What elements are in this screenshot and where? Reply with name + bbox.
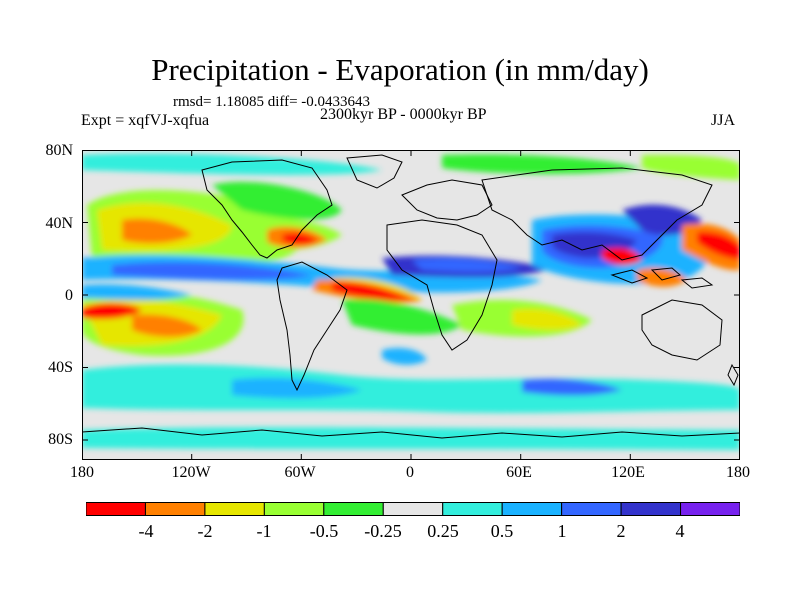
lat-label-40s: 40S [48,359,73,376]
lon-label-180e: 180 [726,464,750,481]
lon-label-60w: 60W [284,464,316,481]
season-label: JJA [711,112,736,129]
axis-ticks [82,150,740,460]
stats-line: rmsd= 1.18085 diff= -0.0433643 [173,94,371,110]
lon-label-180w: 180 [70,464,94,481]
lat-label-80s: 80S [48,431,73,448]
period-label: 2300kyr BP - 0000kyr BP [320,106,487,123]
colorbar-label: 1 [557,521,567,541]
colorbar-label: -4 [138,521,154,541]
lon-label-60e: 60E [506,464,532,481]
experiment-label: Expt = xqfVJ-xqfua [81,112,210,129]
lat-label-40n: 40N [45,215,73,232]
colorbar [86,502,740,516]
colorbar-swatch [442,502,503,516]
colorbar-label: -0.5 [309,521,339,541]
colorbar-swatch [144,502,206,516]
colorbar-label: 4 [675,521,685,541]
colorbar-label: -0.25 [364,521,402,541]
colorbar-swatch [382,502,444,516]
contour-fills [82,153,740,450]
colorbar-swatch [86,502,146,516]
colorbar-swatch [323,502,384,516]
colorbar-swatch [263,502,325,516]
colorbar-label: 0.5 [490,521,514,541]
colorbar-label: -2 [197,521,213,541]
colorbar-label: 2 [616,521,626,541]
lon-label-120w: 120W [171,464,211,481]
coastlines [82,154,740,439]
colorbar-swatch [561,502,622,516]
colorbar-swatch [501,502,563,516]
pe-field-map [82,150,740,460]
lon-label-0: 0 [406,464,414,481]
lat-label-equator: 0 [65,287,73,304]
colorbar-swatch [680,502,740,516]
lon-label-120e: 120E [611,464,645,481]
colorbar-swatch [204,502,265,516]
colorbar-label: 0.25 [427,521,459,541]
lat-label-80n: 80N [45,142,73,159]
map-title: Precipitation - Evaporation (in mm/day) [151,52,649,87]
colorbar-label: -1 [256,521,272,541]
colorbar-swatch [620,502,682,516]
